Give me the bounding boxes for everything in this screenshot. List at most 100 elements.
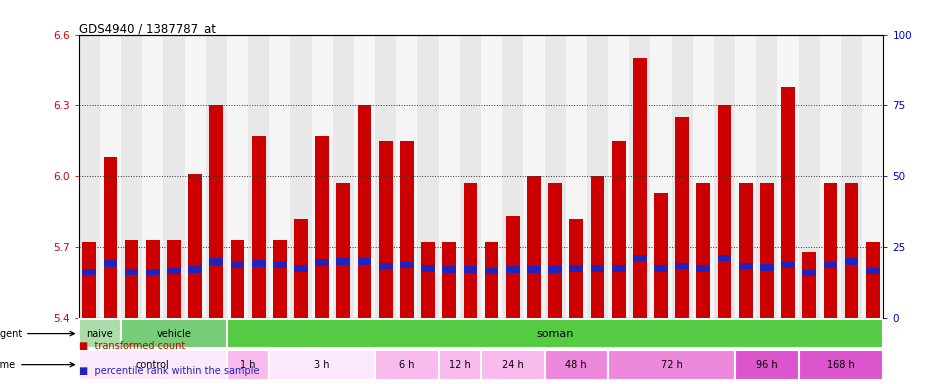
- Bar: [205, 35, 227, 318]
- Text: time: time: [0, 360, 74, 370]
- Bar: [315, 136, 329, 318]
- Text: 24 h: 24 h: [502, 360, 524, 370]
- Bar: [802, 270, 816, 276]
- Bar: [125, 240, 139, 318]
- Text: ■  transformed count: ■ transformed count: [79, 341, 185, 351]
- Bar: [104, 157, 117, 318]
- Bar: [570, 219, 583, 318]
- Bar: [590, 265, 604, 272]
- Bar: [376, 350, 438, 379]
- Bar: [400, 141, 413, 318]
- Bar: [675, 263, 689, 270]
- Bar: [421, 242, 435, 318]
- Bar: [252, 136, 265, 318]
- Bar: [121, 35, 142, 318]
- Bar: [354, 35, 376, 318]
- Text: 168 h: 168 h: [827, 360, 855, 370]
- Bar: [421, 265, 435, 272]
- Bar: [802, 252, 816, 318]
- Bar: [485, 242, 499, 318]
- Bar: [312, 35, 333, 318]
- Bar: [798, 350, 883, 379]
- Bar: [672, 35, 693, 318]
- Bar: [633, 255, 647, 261]
- Bar: [167, 268, 180, 274]
- Text: 96 h: 96 h: [756, 360, 778, 370]
- Bar: [82, 269, 96, 275]
- Bar: [188, 266, 202, 273]
- Bar: [438, 35, 460, 318]
- Bar: [841, 35, 862, 318]
- Bar: [760, 184, 774, 318]
- Bar: [629, 35, 650, 318]
- Bar: [379, 263, 392, 270]
- Text: 12 h: 12 h: [449, 360, 471, 370]
- Text: 1 h: 1 h: [240, 360, 256, 370]
- Bar: [586, 35, 608, 318]
- Bar: [590, 176, 604, 318]
- Bar: [633, 58, 647, 318]
- Bar: [273, 240, 287, 318]
- Bar: [611, 265, 625, 272]
- Bar: [230, 240, 244, 318]
- Text: 72 h: 72 h: [660, 360, 683, 370]
- Bar: [248, 35, 269, 318]
- Bar: [697, 184, 710, 318]
- Bar: [782, 262, 795, 268]
- Bar: [79, 35, 100, 318]
- Bar: [697, 265, 710, 272]
- Bar: [608, 35, 629, 318]
- Bar: [735, 35, 757, 318]
- Bar: [549, 184, 562, 318]
- Bar: [823, 262, 837, 268]
- Bar: [566, 35, 586, 318]
- Bar: [862, 35, 883, 318]
- Bar: [442, 266, 456, 273]
- Bar: [442, 242, 456, 318]
- Bar: [527, 176, 541, 318]
- Bar: [460, 35, 481, 318]
- Bar: [417, 35, 438, 318]
- Bar: [608, 350, 735, 379]
- Bar: [79, 319, 121, 349]
- Bar: [227, 35, 248, 318]
- Bar: [739, 263, 753, 270]
- Bar: [315, 259, 329, 266]
- Bar: [400, 262, 413, 268]
- Bar: [757, 35, 778, 318]
- Bar: [337, 184, 351, 318]
- Bar: [294, 265, 308, 272]
- Bar: [506, 266, 520, 273]
- Bar: [845, 258, 858, 265]
- Text: agent: agent: [0, 329, 74, 339]
- Bar: [735, 350, 798, 379]
- Bar: [79, 350, 227, 379]
- Bar: [866, 268, 880, 274]
- Bar: [358, 106, 372, 318]
- Bar: [782, 86, 795, 318]
- Bar: [866, 242, 880, 318]
- Text: GDS4940 / 1387787_at: GDS4940 / 1387787_at: [79, 22, 216, 35]
- Bar: [337, 258, 351, 265]
- Bar: [294, 219, 308, 318]
- Bar: [230, 262, 244, 268]
- Bar: [654, 265, 668, 272]
- Bar: [481, 35, 502, 318]
- Bar: [549, 266, 562, 273]
- Bar: [358, 258, 372, 265]
- Bar: [463, 184, 477, 318]
- Bar: [146, 240, 160, 318]
- Bar: [718, 106, 732, 318]
- Bar: [845, 184, 858, 318]
- Bar: [693, 35, 714, 318]
- Bar: [463, 266, 477, 273]
- Bar: [611, 141, 625, 318]
- Bar: [396, 35, 417, 318]
- Text: soman: soman: [536, 329, 574, 339]
- Bar: [209, 258, 223, 265]
- Bar: [545, 35, 566, 318]
- Bar: [188, 174, 202, 318]
- Bar: [675, 117, 689, 318]
- Bar: [823, 184, 837, 318]
- Bar: [778, 35, 798, 318]
